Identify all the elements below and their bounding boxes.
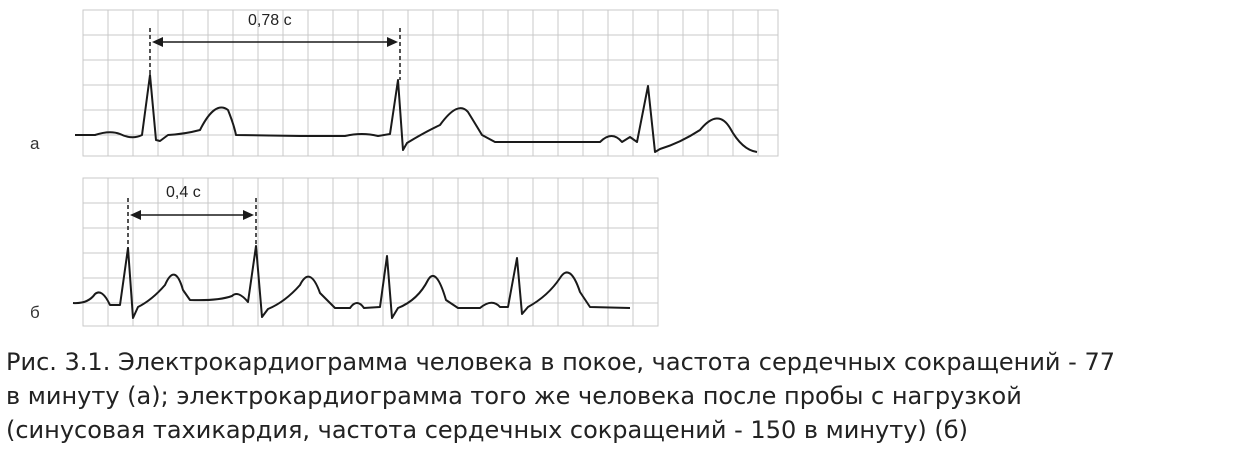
ecg-grid-a bbox=[82, 9, 779, 157]
interval-marker-a bbox=[149, 28, 401, 80]
caption-line-2: в минуту (а); электрокардиограмма того ж… bbox=[6, 382, 1022, 410]
ecg-trace-a bbox=[75, 74, 758, 153]
caption-line-1: Рис. 3.1. Электрокардиограмма человека в… bbox=[6, 348, 1115, 376]
interval-label-a: 0,78 с bbox=[248, 12, 292, 29]
panel-b-label: б bbox=[30, 303, 40, 322]
panel-a-label: а bbox=[30, 134, 40, 153]
ecg-grid-b bbox=[82, 177, 659, 327]
ecg-trace-b bbox=[72, 245, 631, 319]
interval-marker-b bbox=[127, 198, 257, 248]
caption-line-3: (синусовая тахикардия, частота сердечных… bbox=[6, 416, 968, 444]
figure-caption: Рис. 3.1. Электрокардиограмма человека в… bbox=[6, 345, 1246, 447]
interval-label-b: 0,4 с bbox=[166, 184, 201, 201]
ecg-figure bbox=[72, 9, 779, 327]
